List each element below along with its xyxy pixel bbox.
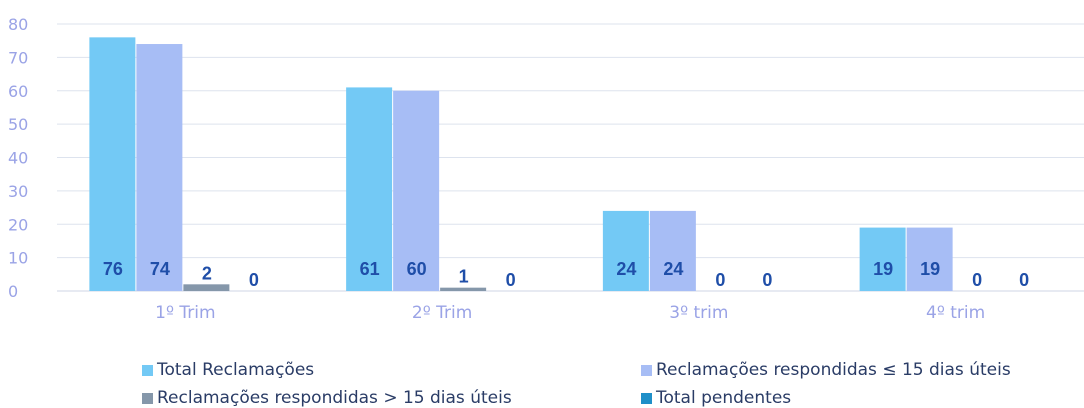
bar	[906, 227, 953, 291]
y-tick-label: 40	[8, 149, 28, 168]
data-label: 0	[249, 270, 259, 290]
y-tick-label: 80	[8, 15, 28, 34]
data-label: 74	[150, 259, 170, 279]
legend-item-respondidas-mais-15: Reclamações respondidas > 15 dias úteis	[142, 388, 512, 408]
y-tick-label: 10	[8, 249, 28, 268]
x-tick-label: 1º Trim	[155, 303, 215, 323]
bar	[136, 44, 183, 292]
data-label: 0	[1019, 270, 1029, 290]
bar	[859, 227, 906, 291]
y-tick-label: 30	[8, 182, 28, 201]
y-axis: 0 10 20 30 40 50 60 70 80	[8, 15, 28, 301]
legend-swatch	[641, 392, 652, 404]
y-tick-label: 70	[8, 48, 28, 67]
bars	[89, 37, 953, 292]
data-label: 61	[360, 259, 380, 279]
gridlines	[57, 23, 1084, 292]
legend-item-respondidas-ate-15: Reclamações respondidas ≤ 15 dias úteis	[641, 360, 1011, 380]
data-label: 2	[202, 263, 212, 283]
legend-label: Total pendentes	[656, 388, 792, 408]
x-axis: 1º Trim 2º Trim 3º trim 4º trim	[155, 303, 985, 323]
data-label: 0	[972, 270, 982, 290]
y-tick-label: 60	[8, 82, 28, 101]
x-tick-label: 3º trim	[669, 303, 728, 323]
legend-swatch	[142, 364, 153, 376]
x-tick-label: 2º Trim	[412, 303, 472, 323]
data-label: 0	[506, 270, 516, 290]
data-labels: 76 74 2 0 61 60 1 0 24 24 0 0 19 19 0 0	[103, 259, 1029, 290]
legend-label: Reclamações respondidas ≤ 15 dias úteis	[656, 360, 1011, 380]
legend-item-total-reclamacoes: Total Reclamações	[142, 360, 314, 380]
data-label: 76	[103, 259, 123, 279]
legend-swatch	[142, 392, 153, 404]
legend-label: Total Reclamações	[157, 360, 315, 380]
bar	[393, 90, 440, 291]
bar	[183, 284, 230, 291]
y-tick-label: 0	[8, 282, 18, 301]
bar	[649, 210, 696, 291]
y-tick-label: 20	[8, 215, 28, 234]
data-label: 24	[616, 259, 636, 279]
legend-item-total-pendentes: Total pendentes	[641, 388, 791, 408]
bar	[602, 210, 649, 291]
bar	[89, 37, 136, 291]
data-label: 60	[407, 259, 427, 279]
data-label: 19	[920, 259, 940, 279]
bar	[440, 287, 487, 291]
legend-label: Reclamações respondidas > 15 dias úteis	[157, 388, 512, 408]
data-label: 0	[715, 270, 725, 290]
bar	[346, 87, 393, 291]
data-label: 0	[762, 270, 772, 290]
data-label: 19	[873, 259, 893, 279]
x-tick-label: 4º trim	[926, 303, 985, 323]
legend-swatch	[641, 364, 652, 376]
legend: Total Reclamações Reclamações respondida…	[0, 355, 1084, 408]
data-label: 24	[663, 259, 683, 279]
y-tick-label: 50	[8, 115, 28, 134]
data-label: 1	[459, 267, 469, 287]
